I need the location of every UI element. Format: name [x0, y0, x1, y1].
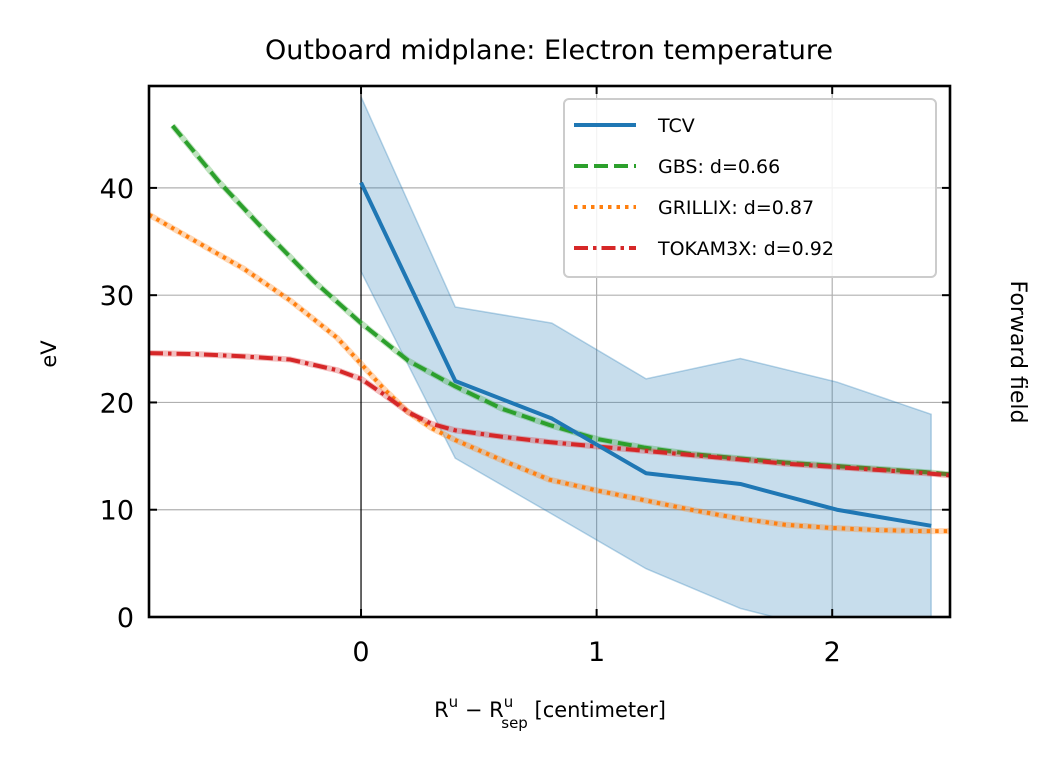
x-tick-label: 0 [352, 637, 369, 668]
legend-label-gbs: GBS: d=0.66 [658, 156, 780, 178]
x-label-unit: [centimeter] [528, 698, 666, 722]
y-tick-label: 10 [100, 496, 134, 527]
legend-label-grillix: GRILLIX: d=0.87 [658, 197, 814, 219]
series-line-tcv [359, 181, 932, 528]
x-label-minus: − [458, 698, 489, 722]
tcv-uncertainty-band [360, 96, 932, 617]
legend-label-tokam3x: TOKAM3X: d=0.92 [657, 238, 834, 260]
chart-title: Outboard midplane: Electron temperature [265, 35, 833, 66]
x-label-r-sep: R [489, 698, 504, 722]
x-tick-label: 2 [824, 637, 841, 668]
y-tick-label: 30 [100, 281, 134, 312]
x-label-r: R [434, 698, 449, 722]
legend: TCV GBS: d=0.66 GRILLIX: d=0.87 TOKAM3X: d=… [563, 98, 937, 278]
series-line-grillix [149, 212, 950, 534]
plot-frame [147, 84, 952, 619]
x-tick-label: 1 [588, 637, 605, 668]
x-axis-label: Ru − Ru sep [centimeter] [434, 693, 666, 732]
y-axis-label: eV [37, 340, 61, 368]
legend-label-tcv: TCV [657, 115, 695, 137]
y-tick-label: 20 [100, 388, 134, 419]
x-label-sup-u2: u [504, 693, 514, 711]
y-tick-label: 40 [100, 174, 134, 205]
legend-box [563, 98, 937, 278]
x-label-sup-u: u [449, 693, 459, 711]
side-label: Forward field [1005, 281, 1030, 424]
y-tick-label: 0 [117, 603, 134, 634]
series-lines [149, 123, 950, 535]
x-label-sub-sep: sep [501, 714, 528, 732]
series-line-tokam3x [149, 351, 950, 478]
tcv-band [360, 96, 932, 617]
